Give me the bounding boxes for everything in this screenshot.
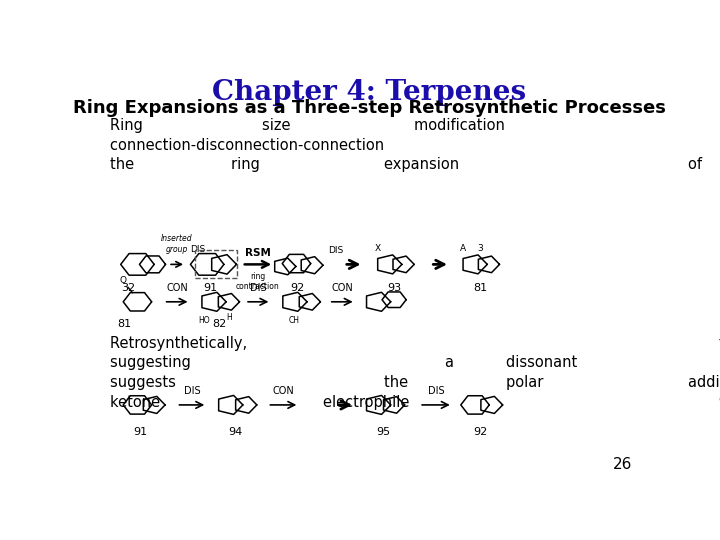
Text: of: of bbox=[688, 157, 707, 172]
Text: electrophile: electrophile bbox=[323, 395, 414, 409]
Text: X: X bbox=[374, 244, 380, 253]
Text: DIS: DIS bbox=[428, 386, 444, 396]
Text: 93: 93 bbox=[387, 283, 401, 293]
Text: ring
contraction: ring contraction bbox=[236, 272, 280, 291]
Text: DIS: DIS bbox=[250, 282, 266, 293]
Text: Ring Expansions as a Three-step Retrosynthetic Processes: Ring Expansions as a Three-step Retrosyn… bbox=[73, 99, 665, 117]
Text: HO: HO bbox=[199, 316, 210, 326]
Text: 32: 32 bbox=[121, 283, 135, 293]
Text: DIS: DIS bbox=[184, 386, 200, 396]
Text: expansion: expansion bbox=[384, 157, 464, 172]
Text: 92.: 92. bbox=[719, 395, 720, 409]
Text: polar: polar bbox=[505, 375, 548, 390]
Text: suggests: suggests bbox=[109, 375, 180, 390]
Text: DIS: DIS bbox=[328, 246, 343, 255]
Text: A: A bbox=[459, 244, 466, 253]
Text: 91: 91 bbox=[133, 427, 148, 437]
Text: RSM: RSM bbox=[245, 248, 271, 258]
Text: 26: 26 bbox=[613, 457, 632, 472]
Text: modification: modification bbox=[414, 118, 510, 133]
Text: suggesting: suggesting bbox=[109, 355, 195, 370]
Text: ketone: ketone bbox=[109, 395, 164, 409]
Text: 92: 92 bbox=[474, 427, 487, 437]
Text: 81: 81 bbox=[117, 319, 132, 329]
Text: CON: CON bbox=[166, 282, 188, 293]
Text: 91: 91 bbox=[203, 283, 217, 293]
Text: CON: CON bbox=[272, 386, 294, 396]
Text: Retrosynthetically,: Retrosynthetically, bbox=[109, 336, 251, 351]
Text: 3: 3 bbox=[478, 244, 483, 253]
Text: Chapter 4: Terpenes: Chapter 4: Terpenes bbox=[212, 79, 526, 106]
Text: CON: CON bbox=[331, 282, 353, 293]
Text: a: a bbox=[445, 355, 459, 370]
Text: this: this bbox=[719, 336, 720, 351]
Text: DIS: DIS bbox=[190, 245, 205, 254]
Text: 95: 95 bbox=[376, 427, 390, 437]
Text: 81: 81 bbox=[474, 283, 487, 293]
Text: H: H bbox=[227, 313, 233, 322]
Text: addition: addition bbox=[688, 375, 720, 390]
Text: the: the bbox=[109, 157, 138, 172]
Text: O: O bbox=[120, 276, 127, 285]
Text: CH: CH bbox=[288, 315, 300, 325]
Text: ring: ring bbox=[231, 157, 265, 172]
Text: 92: 92 bbox=[290, 283, 305, 293]
Text: connection-disconnection-connection: connection-disconnection-connection bbox=[109, 138, 388, 153]
Text: dissonant: dissonant bbox=[505, 355, 582, 370]
Text: 94: 94 bbox=[228, 427, 242, 437]
Text: Inserted
group: Inserted group bbox=[161, 234, 193, 254]
Bar bbox=[195, 250, 237, 278]
Text: 82: 82 bbox=[212, 319, 227, 329]
Text: the: the bbox=[384, 375, 413, 390]
Text: size: size bbox=[262, 118, 295, 133]
Text: Ring: Ring bbox=[109, 118, 147, 133]
